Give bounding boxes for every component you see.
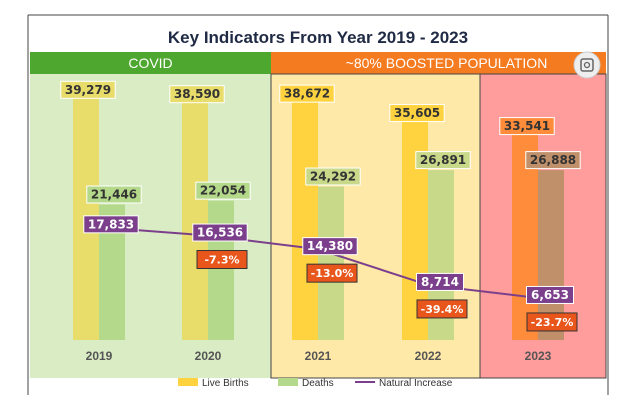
image-search-icon[interactable] xyxy=(573,51,601,79)
svg-text:Natural Increase: Natural Increase xyxy=(379,378,453,389)
label-deaths-2023: 26,888 xyxy=(525,151,581,170)
label-natural-increase-2022: 8,714 xyxy=(416,272,464,291)
year-label-2022: 2022 xyxy=(415,349,442,363)
svg-text:14,380: 14,380 xyxy=(307,239,353,253)
label-live-births-2021: 38,672 xyxy=(279,84,335,103)
band-header-covid xyxy=(30,52,271,74)
year-label-2020: 2020 xyxy=(195,349,222,363)
svg-text:26,891: 26,891 xyxy=(420,153,466,167)
svg-text:38,590: 38,590 xyxy=(174,87,220,101)
label-change-2023: -23.7% xyxy=(526,312,578,332)
legend-item-deaths: Deaths xyxy=(278,378,334,389)
svg-text:8,714: 8,714 xyxy=(421,275,459,289)
bar-deaths-2021 xyxy=(318,186,344,340)
chart-title: Key Indicators From Year 2019 - 2023 xyxy=(168,28,468,47)
band-label-covid: COVID xyxy=(128,55,172,71)
svg-text:16,536: 16,536 xyxy=(197,226,243,240)
svg-text:35,605: 35,605 xyxy=(394,106,440,120)
bar-live-births-2021 xyxy=(292,95,318,340)
svg-text:Deaths: Deaths xyxy=(302,378,334,389)
label-deaths-2020: 22,054 xyxy=(195,181,251,200)
legend-item-live-births: Live Births xyxy=(178,378,249,389)
svg-text:22,054: 22,054 xyxy=(200,184,246,198)
label-natural-increase-2020: 16,536 xyxy=(192,223,248,242)
bar-deaths-2023 xyxy=(538,170,564,340)
year-label-2021: 2021 xyxy=(305,349,332,363)
svg-text:38,672: 38,672 xyxy=(284,87,330,101)
svg-text:33,541: 33,541 xyxy=(504,119,550,133)
label-live-births-2019: 39,279 xyxy=(60,80,116,99)
label-live-births-2020: 38,590 xyxy=(169,85,225,104)
svg-text:24,292: 24,292 xyxy=(310,170,356,184)
year-label-2023: 2023 xyxy=(525,349,552,363)
svg-text:39,279: 39,279 xyxy=(65,83,111,97)
label-change-2022: -39.4% xyxy=(416,299,468,319)
label-natural-increase-2023: 6,653 xyxy=(526,285,574,304)
svg-text:17,833: 17,833 xyxy=(88,217,134,231)
svg-text:Live Births: Live Births xyxy=(202,378,249,389)
band-2023-border xyxy=(479,73,607,379)
bar-live-births-2020 xyxy=(182,96,208,340)
x-axis-labels: 2019 2020 2021 2022 2023 xyxy=(86,349,552,363)
data-labels: 39,279 21,446 17,833 38,590 22,054 16,536 -7.3… xyxy=(60,80,581,332)
legend: Live Births Deaths Natural Increase xyxy=(178,378,453,389)
label-deaths-2019: 21,446 xyxy=(86,185,142,204)
svg-text:6,653: 6,653 xyxy=(531,288,569,302)
svg-text:-13.0%: -13.0% xyxy=(311,267,354,280)
label-change-2021: -13.0% xyxy=(306,263,358,283)
svg-text:-7.3%: -7.3% xyxy=(204,254,239,267)
label-deaths-2022: 26,891 xyxy=(415,151,471,170)
label-natural-increase-2019: 17,833 xyxy=(83,215,139,234)
label-live-births-2023: 33,541 xyxy=(499,117,555,136)
svg-text:-23.7%: -23.7% xyxy=(531,316,574,329)
band-covid xyxy=(30,52,271,378)
label-change-2020: -7.3% xyxy=(196,250,248,270)
bar-deaths-2020 xyxy=(208,200,234,340)
svg-text:-39.4%: -39.4% xyxy=(421,303,464,316)
label-live-births-2022: 35,605 xyxy=(389,104,445,123)
legend-item-natural-increase: Natural Increase xyxy=(355,378,453,389)
svg-text:26,888: 26,888 xyxy=(530,153,576,167)
band-header-boosted xyxy=(271,52,606,74)
band-label-boosted: ~80% BOOSTED POPULATION xyxy=(346,55,548,71)
label-deaths-2021: 24,292 xyxy=(305,167,361,186)
year-label-2019: 2019 xyxy=(86,349,113,363)
label-natural-increase-2021: 14,380 xyxy=(302,237,358,256)
svg-text:21,446: 21,446 xyxy=(91,188,137,202)
